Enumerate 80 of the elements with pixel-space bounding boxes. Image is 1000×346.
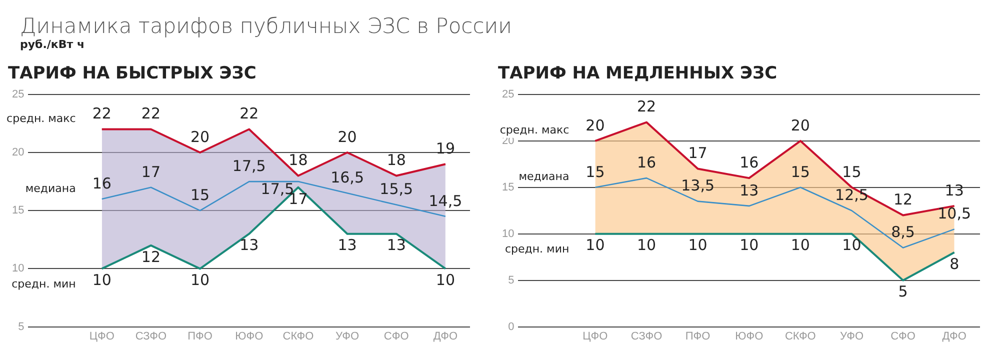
- data-label: 22: [141, 104, 160, 123]
- data-label: 10: [688, 236, 708, 254]
- data-label: 20: [338, 128, 357, 146]
- data-label: 10: [190, 271, 210, 290]
- data-label: 13,5: [681, 176, 715, 195]
- y-tick-label: 25: [502, 88, 514, 100]
- x-tick-label: СЗФО: [135, 330, 168, 342]
- data-label: 10,5: [938, 204, 972, 223]
- data-label: 13: [386, 236, 406, 254]
- text: средн. мин: [12, 278, 76, 291]
- x-tick-label: ПФО: [685, 330, 711, 342]
- x-tick-label: СФО: [890, 330, 916, 342]
- data-label: 16: [740, 153, 759, 172]
- data-label: 15: [790, 162, 810, 181]
- data-label: 13: [338, 236, 357, 254]
- data-label: 12,5: [835, 186, 868, 204]
- y-tick-label: 15: [502, 181, 514, 194]
- data-label: 16: [636, 153, 656, 172]
- data-label: 22: [240, 104, 259, 123]
- data-label: 20: [190, 128, 210, 146]
- text: средн. макс: [500, 124, 570, 137]
- data-label: 17: [688, 144, 708, 162]
- text: средн. макс: [6, 112, 76, 126]
- data-label: 20: [586, 116, 605, 134]
- x-tick-label: ЮФО: [235, 330, 264, 342]
- x-tick-label: ЦФО: [89, 330, 115, 342]
- data-label: 15: [586, 162, 605, 181]
- y-tick-label: 15: [12, 204, 24, 217]
- data-label: 13: [240, 236, 259, 254]
- data-label: 13: [740, 181, 759, 200]
- data-label: 18: [288, 151, 308, 170]
- text: средн. мин: [504, 242, 570, 256]
- y-tick-label: 20: [12, 146, 24, 159]
- y-tick-label: 0: [508, 320, 514, 333]
- x-tick-label: СФО: [384, 330, 410, 342]
- x-tick-label: СЗФО: [630, 330, 663, 342]
- text: медиана: [25, 182, 76, 195]
- data-label: 10: [790, 236, 810, 254]
- data-label: 10: [436, 271, 456, 290]
- text: медиана: [518, 170, 570, 184]
- text: Динамика тарифов публичных ЭЗС в России: [20, 14, 512, 38]
- data-label: 10: [740, 236, 759, 254]
- x-tick-label: ДФО: [433, 330, 458, 342]
- data-label: 17: [141, 162, 160, 181]
- x-tick-label: ПФО: [188, 330, 213, 342]
- data-label: 10: [586, 236, 605, 254]
- y-tick-label: 10: [502, 228, 514, 240]
- x-tick-label: УФО: [336, 330, 360, 342]
- data-label: 22: [636, 98, 656, 116]
- y-tick-label: 25: [12, 88, 24, 100]
- y-tick-label: 5: [18, 320, 24, 333]
- x-tick-label: ЮФО: [735, 330, 764, 342]
- data-label: 15: [190, 186, 210, 204]
- x-tick-label: ДФО: [942, 330, 967, 342]
- data-label: 10: [842, 236, 862, 254]
- y-axis-title: руб./кВт ч: [20, 38, 86, 51]
- data-label: 22: [92, 104, 112, 123]
- data-label: 12: [141, 248, 160, 266]
- data-label: 10: [92, 271, 112, 290]
- x-tick-label: СКФО: [784, 330, 816, 342]
- x-tick-label: ЦФО: [582, 330, 608, 342]
- chart-title: ТАРИФ НА МЕДЛЕННЫХ ЭЗС: [498, 64, 778, 84]
- y-tick-label: 10: [12, 262, 24, 275]
- data-label: 18: [386, 151, 406, 170]
- data-label: 20: [790, 116, 810, 134]
- data-label: 5: [898, 282, 908, 301]
- data-label: 15,5: [380, 180, 414, 198]
- data-label: 8: [950, 254, 960, 273]
- data-label: 17,5: [232, 156, 266, 175]
- data-label: 12: [893, 190, 913, 209]
- data-label: 15: [842, 162, 862, 181]
- data-label: 8,5: [891, 223, 915, 242]
- data-label: 16,5: [330, 168, 364, 187]
- data-label: 14,5: [428, 192, 462, 210]
- data-label: 10: [636, 236, 656, 254]
- data-label: 16: [92, 174, 112, 192]
- x-tick-label: СКФО: [282, 330, 314, 342]
- y-tick-label: 5: [508, 274, 514, 286]
- chart-title: ТАРИФ НА БЫСТРЫХ ЭЗС: [8, 64, 256, 84]
- x-tick-label: УФО: [840, 330, 864, 342]
